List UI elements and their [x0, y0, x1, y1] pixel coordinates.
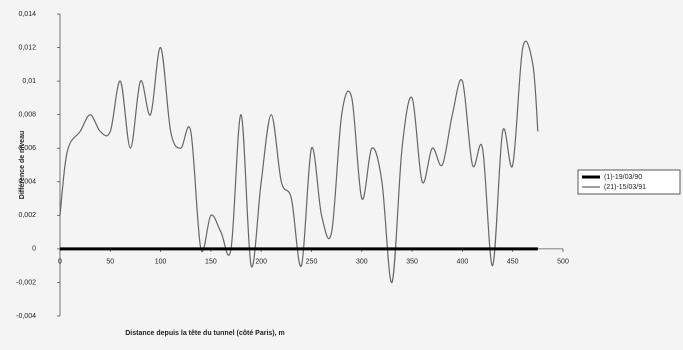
y-tick-label: 0,008: [18, 112, 36, 119]
x-tick-label: 150: [205, 259, 217, 266]
y-tick-label: -0,002: [16, 279, 36, 286]
x-axis-label: Distance depuis la tête du tunnel (côté …: [125, 330, 284, 337]
y-tick-label: 0,004: [18, 179, 36, 186]
x-tick-label: 100: [155, 259, 167, 266]
x-tick-label: 300: [356, 259, 368, 266]
x-tick-label: 450: [507, 259, 519, 266]
y-tick-label: 0: [32, 246, 36, 253]
y-tick-label: 0,012: [18, 44, 36, 51]
x-tick-label: 350: [406, 259, 418, 266]
series-line: [59, 40, 539, 284]
x-tick-label: 200: [255, 259, 267, 266]
y-tick-label: 0,006: [18, 145, 36, 152]
x-tick-label: 400: [457, 259, 469, 266]
legend-label: (21)-15/03/91: [604, 184, 646, 191]
y-tick-label: -0,004: [16, 313, 36, 320]
legend-label: (1)-19/03/90: [604, 174, 642, 181]
legend-box: [577, 169, 681, 195]
x-tick-label: 50: [106, 259, 114, 266]
x-tick-label: 250: [306, 259, 318, 266]
y-tick-label: 0,01: [22, 78, 36, 85]
y-axis-label: Différence de niveau: [19, 131, 26, 199]
x-tick-label: 0: [58, 259, 62, 266]
y-tick-label: 0,002: [18, 212, 36, 219]
x-tick-label: 500: [557, 259, 569, 266]
y-tick-label: 0,014: [18, 11, 36, 18]
